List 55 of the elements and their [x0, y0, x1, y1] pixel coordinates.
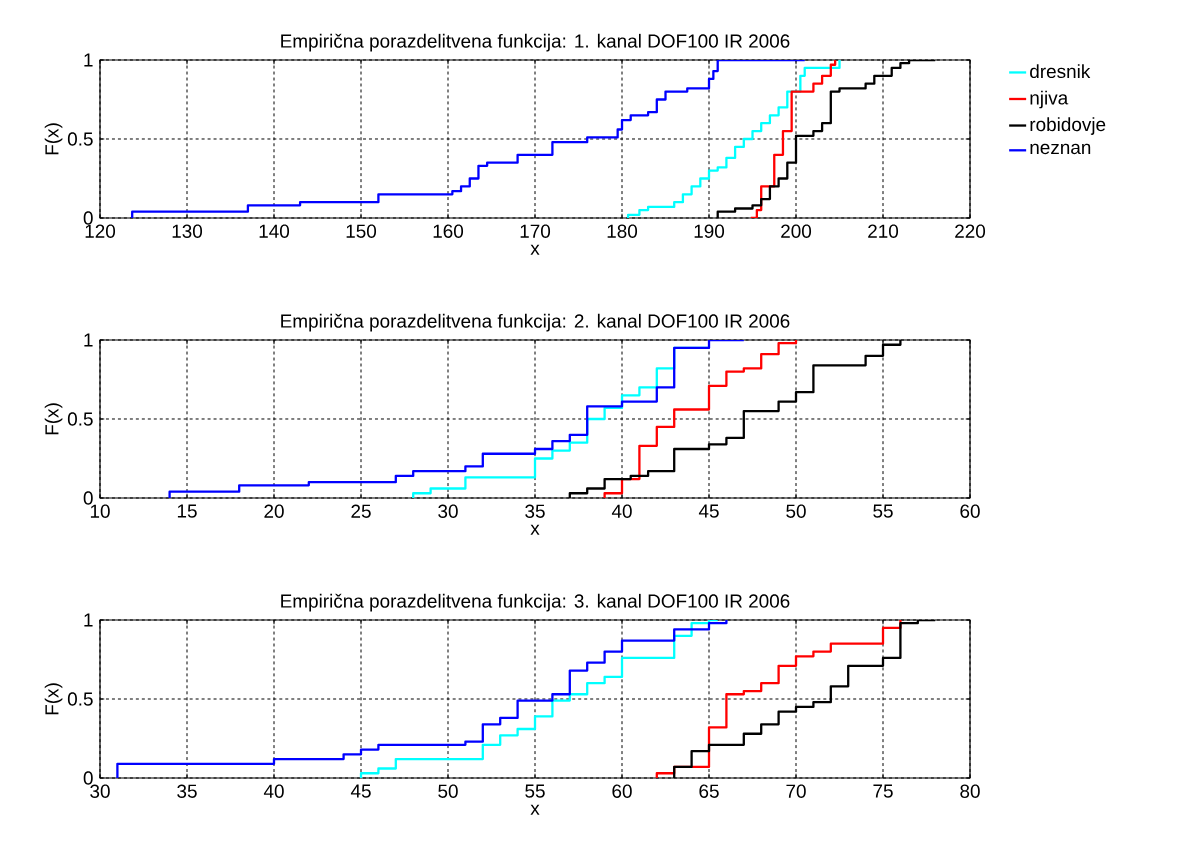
- y-axis-title: F(x): [44, 123, 63, 155]
- y-tick-label: 1: [84, 333, 93, 347]
- legend-label: dresnik: [1030, 64, 1091, 79]
- x-tick-label: 20: [264, 504, 284, 518]
- chart-title: Empirična porazdelitvena funkcija: 3. kanal DOF100 IR 2006: [281, 593, 790, 612]
- y-tick-label: 0: [83, 491, 93, 505]
- x-tick-label: 130: [172, 224, 203, 238]
- y-tick-label: 0: [83, 771, 93, 785]
- x-axis-title: x: [530, 804, 540, 815]
- x-tick-label: 45: [698, 504, 719, 518]
- x-tick-label: 190: [694, 224, 725, 238]
- chart-title: Empirična porazdelitvena funkcija: 1. kanal DOF100 IR 2006: [281, 33, 790, 52]
- y-tick-label: 0.5: [67, 692, 93, 706]
- x-tick-label: 80: [960, 784, 980, 798]
- legend-label: njiva: [1030, 90, 1069, 109]
- legend-label: neznan: [1030, 143, 1091, 155]
- y-tick-label: 1: [84, 613, 93, 627]
- x-tick-label: 45: [350, 784, 371, 798]
- x-tick-label: 170: [520, 224, 551, 238]
- x-tick-label: 210: [868, 224, 899, 238]
- x-tick-label: 120: [85, 224, 116, 238]
- chart-title: Empirična porazdelitvena funkcija: 2. kanal DOF100 IR 2006: [281, 313, 790, 332]
- x-tick-label: 50: [438, 784, 458, 798]
- x-tick-label: 60: [960, 504, 980, 518]
- x-tick-label: 40: [263, 784, 284, 798]
- x-tick-label: 35: [177, 784, 197, 798]
- y-tick-label: 0: [83, 211, 93, 225]
- y-axis-title: F(x): [44, 403, 63, 435]
- x-tick-label: 180: [607, 224, 638, 238]
- x-tick-label: 15: [177, 504, 197, 518]
- x-tick-label: 50: [786, 504, 806, 518]
- y-tick-label: 0.5: [67, 132, 93, 146]
- x-tick-label: 25: [351, 504, 371, 518]
- x-tick-label: 150: [346, 224, 377, 238]
- y-axis-title: F(x): [44, 683, 63, 715]
- y-tick-label: 0.5: [67, 412, 93, 426]
- legend-label: robidovje: [1030, 117, 1106, 135]
- x-tick-label: 200: [781, 224, 812, 238]
- y-tick-label: 1: [84, 53, 93, 67]
- x-tick-label: 220: [955, 224, 986, 238]
- x-tick-label: 140: [259, 224, 290, 238]
- x-tick-label: 55: [525, 784, 545, 798]
- x-axis-title: x: [530, 524, 540, 535]
- x-tick-label: 10: [90, 504, 110, 518]
- x-axis-title: x: [530, 244, 540, 255]
- x-tick-label: 55: [873, 504, 893, 518]
- x-tick-label: 75: [873, 784, 893, 798]
- x-tick-label: 30: [90, 784, 110, 798]
- x-tick-label: 65: [699, 784, 719, 798]
- x-tick-label: 35: [525, 504, 545, 518]
- x-tick-label: 160: [433, 224, 464, 238]
- x-tick-label: 30: [438, 504, 458, 518]
- x-tick-label: 70: [786, 784, 806, 798]
- x-tick-label: 40: [611, 504, 632, 518]
- x-tick-label: 60: [612, 784, 632, 798]
